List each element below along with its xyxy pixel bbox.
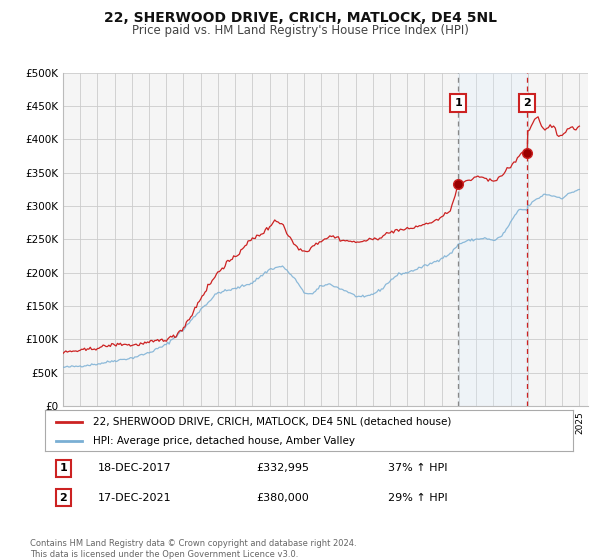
Text: 2: 2 bbox=[523, 98, 531, 108]
Text: £332,995: £332,995 bbox=[256, 463, 309, 473]
Text: 22, SHERWOOD DRIVE, CRICH, MATLOCK, DE4 5NL (detached house): 22, SHERWOOD DRIVE, CRICH, MATLOCK, DE4 … bbox=[92, 417, 451, 427]
Text: 29% ↑ HPI: 29% ↑ HPI bbox=[388, 493, 448, 503]
Text: Price paid vs. HM Land Registry's House Price Index (HPI): Price paid vs. HM Land Registry's House … bbox=[131, 24, 469, 36]
Text: HPI: Average price, detached house, Amber Valley: HPI: Average price, detached house, Ambe… bbox=[92, 436, 355, 446]
Text: Contains HM Land Registry data © Crown copyright and database right 2024.
This d: Contains HM Land Registry data © Crown c… bbox=[30, 539, 356, 559]
Text: 17-DEC-2021: 17-DEC-2021 bbox=[98, 493, 172, 503]
Bar bbox=[458, 73, 527, 406]
Text: 2: 2 bbox=[59, 493, 67, 503]
Text: 22, SHERWOOD DRIVE, CRICH, MATLOCK, DE4 5NL: 22, SHERWOOD DRIVE, CRICH, MATLOCK, DE4 … bbox=[104, 11, 497, 25]
Text: 18-DEC-2017: 18-DEC-2017 bbox=[98, 463, 172, 473]
Text: 1: 1 bbox=[59, 463, 67, 473]
Text: £380,000: £380,000 bbox=[256, 493, 309, 503]
Text: 1: 1 bbox=[454, 98, 462, 108]
Text: 37% ↑ HPI: 37% ↑ HPI bbox=[388, 463, 448, 473]
